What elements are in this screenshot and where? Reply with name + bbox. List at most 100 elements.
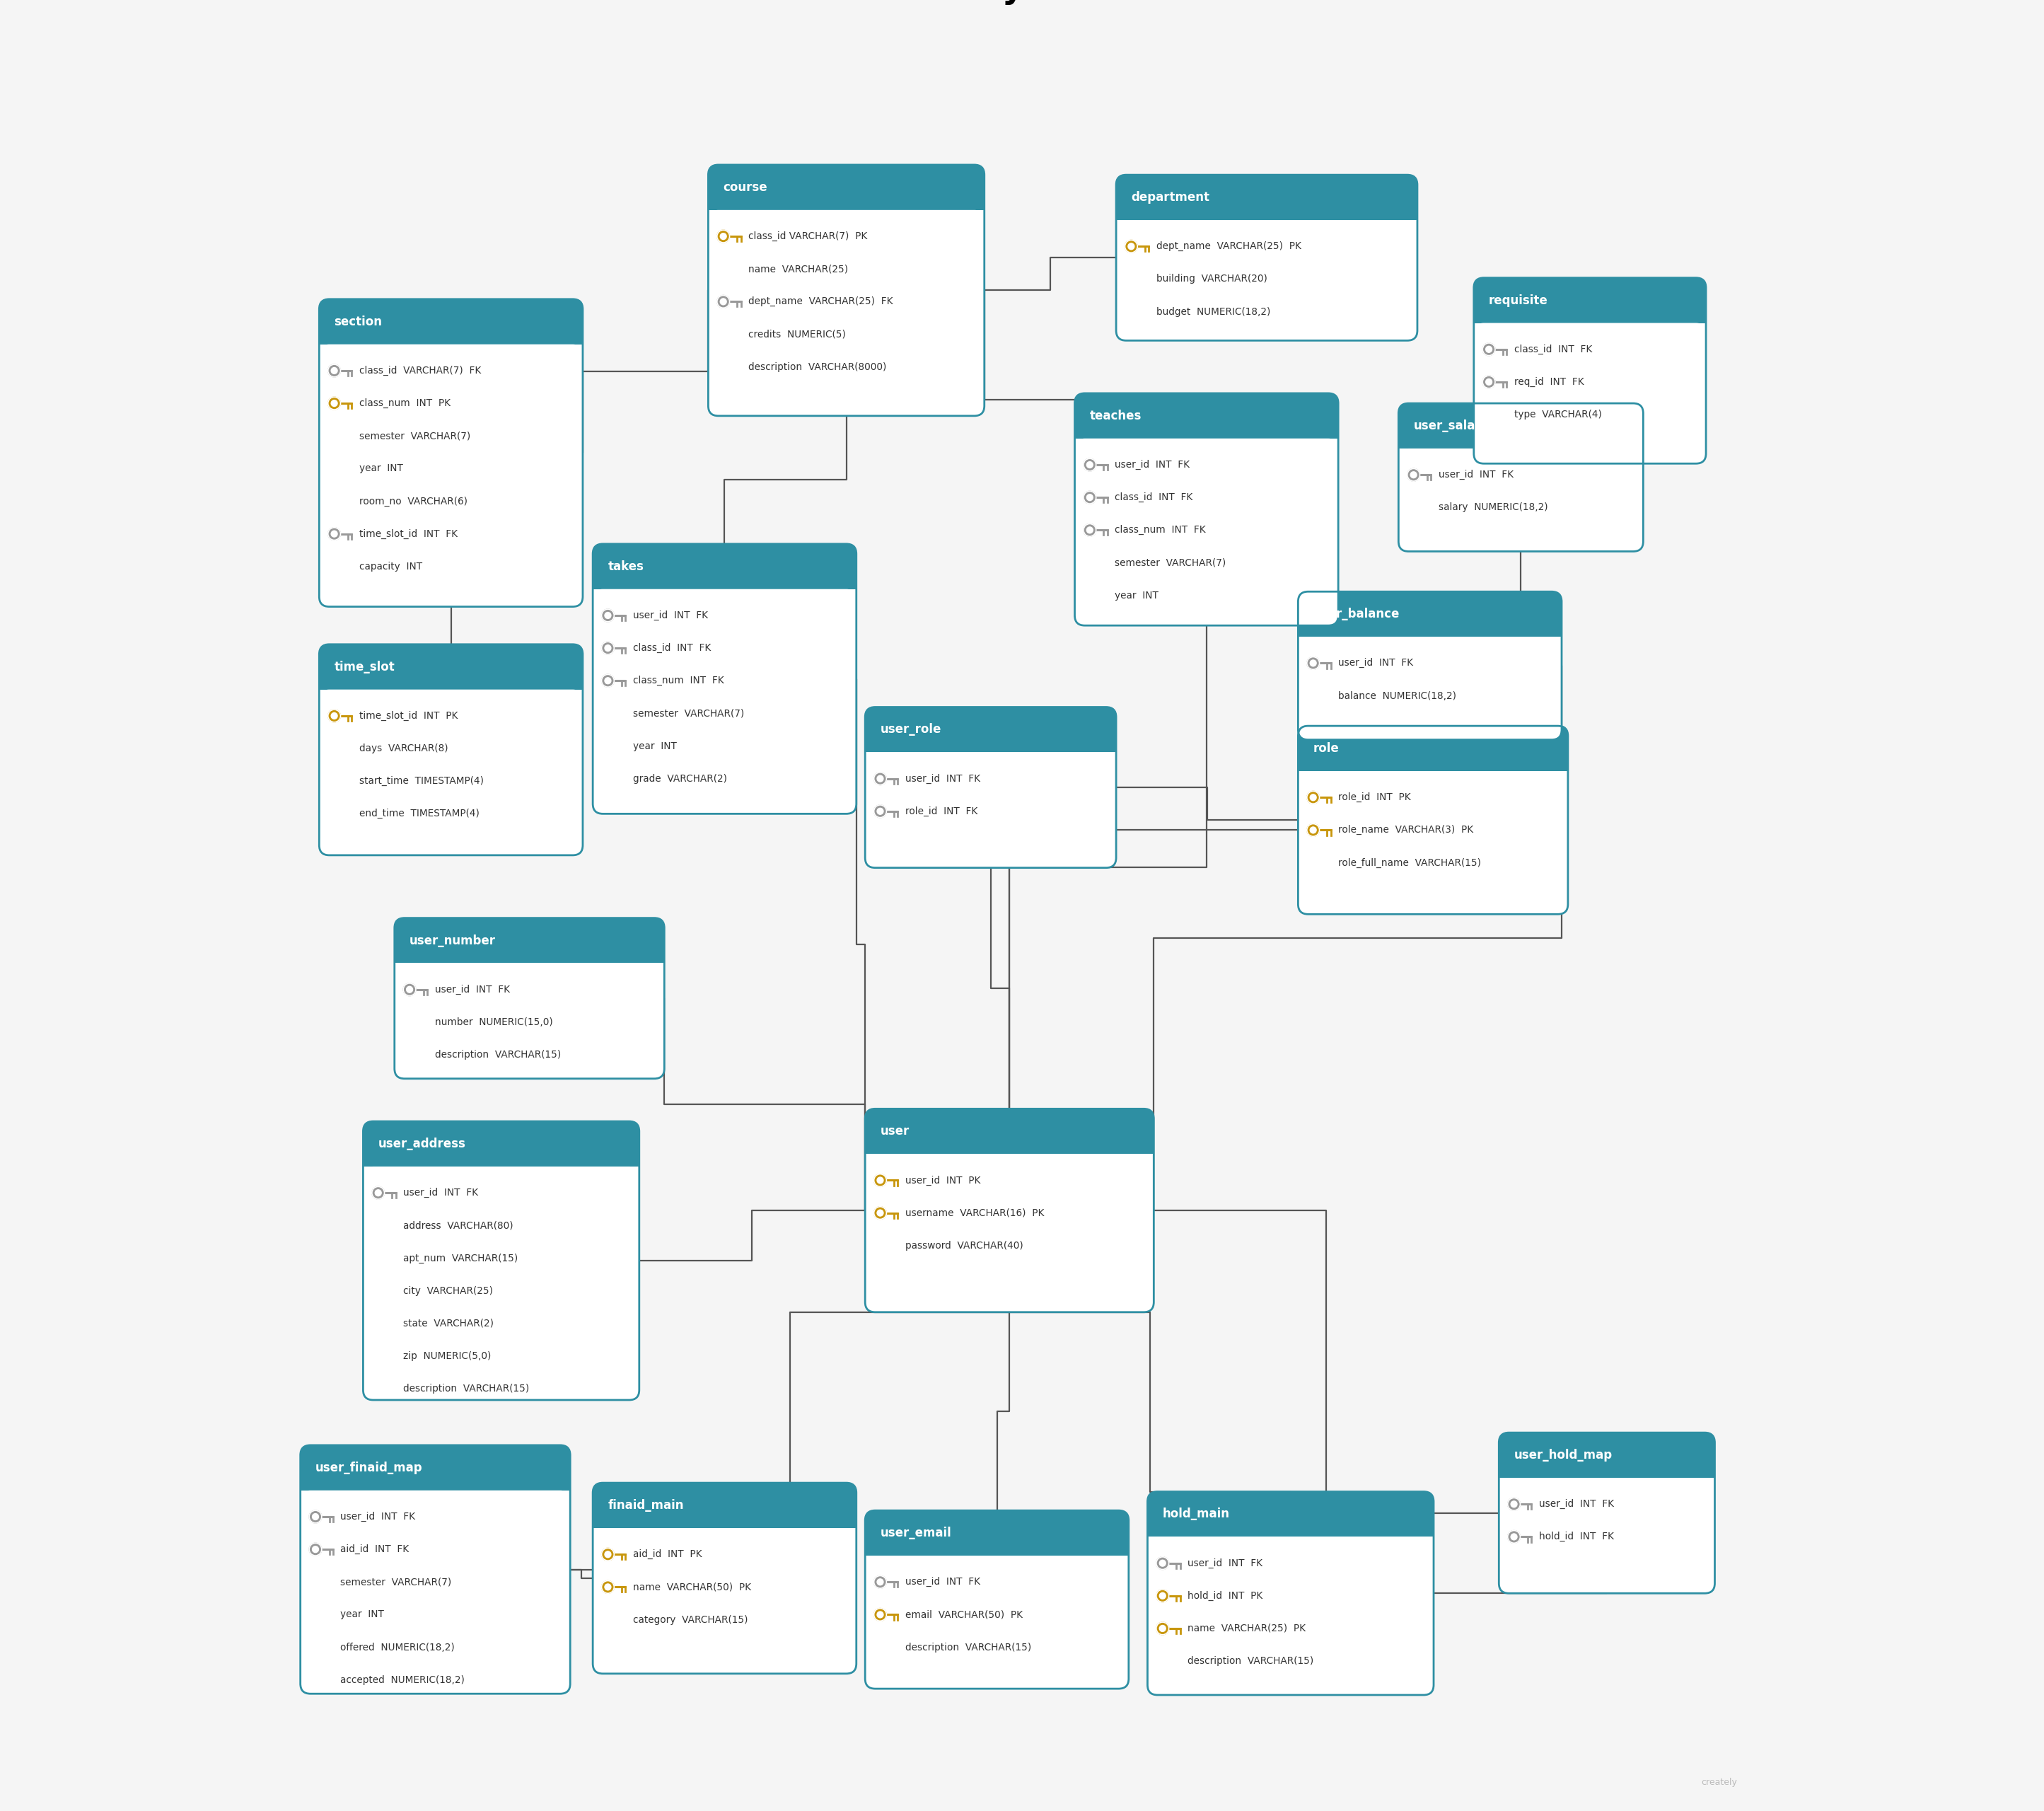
FancyBboxPatch shape [1498,1478,1715,1594]
Circle shape [327,397,341,409]
FancyBboxPatch shape [593,589,856,813]
Bar [865,1556,1128,1570]
Text: semester  VARCHAR(7): semester VARCHAR(7) [634,708,744,719]
FancyBboxPatch shape [394,963,664,1079]
Circle shape [1511,1534,1517,1539]
Bar [364,1166,640,1181]
Text: number  NUMERIC(15,0): number NUMERIC(15,0) [435,1018,552,1027]
Circle shape [875,1174,887,1186]
FancyBboxPatch shape [865,1108,1153,1313]
Circle shape [1310,659,1316,666]
Text: user_id  INT  FK: user_id INT FK [341,1512,415,1521]
Text: semester  VARCHAR(7): semester VARCHAR(7) [1114,558,1226,567]
Text: role_id  INT  PK: role_id INT PK [1339,793,1410,802]
Bar [319,344,583,359]
Circle shape [1406,469,1421,482]
Bar [865,1154,1153,1170]
Text: user_email: user_email [881,1527,950,1539]
Circle shape [601,1548,613,1561]
Text: salary  NUMERIC(18,2): salary NUMERIC(18,2) [1439,502,1547,513]
Bar [593,589,856,605]
Bar [709,210,985,225]
Text: city  VARCHAR(25): city VARCHAR(25) [403,1286,493,1295]
Circle shape [875,1608,887,1621]
FancyBboxPatch shape [1116,219,1416,340]
Text: finaid_main: finaid_main [607,1500,685,1512]
Bar [1298,771,1568,786]
Circle shape [1159,1624,1165,1632]
Text: offered  NUMERIC(18,2): offered NUMERIC(18,2) [341,1643,456,1652]
Circle shape [1087,527,1094,532]
Text: user_finaid_map: user_finaid_map [315,1461,423,1474]
Text: user_id  INT  FK: user_id INT FK [1439,469,1515,480]
Circle shape [1159,1592,1165,1599]
Circle shape [605,612,611,619]
Text: description  VARCHAR(8000): description VARCHAR(8000) [748,362,887,371]
Text: user_id  INT  FK: user_id INT FK [403,1188,478,1197]
Bar [593,1528,856,1543]
Text: email  VARCHAR(50)  PK: email VARCHAR(50) PK [905,1610,1022,1619]
FancyBboxPatch shape [1075,438,1339,625]
Circle shape [1508,1530,1521,1543]
Text: class_id VARCHAR(7)  PK: class_id VARCHAR(7) PK [748,232,867,241]
Circle shape [877,808,883,815]
Text: req_id  INT  FK: req_id INT FK [1515,377,1584,388]
Text: class_id  VARCHAR(7)  FK: class_id VARCHAR(7) FK [360,366,480,375]
Circle shape [1482,375,1494,388]
Text: dept_name  VARCHAR(25)  FK: dept_name VARCHAR(25) FK [748,297,893,306]
Text: University Database: University Database [830,0,1214,5]
FancyBboxPatch shape [865,1154,1153,1313]
Text: time_slot_id  INT  PK: time_slot_id INT PK [360,712,458,721]
Text: class_id  INT  FK: class_id INT FK [1515,344,1592,355]
Circle shape [1306,657,1320,670]
Circle shape [719,234,726,239]
Text: description  VARCHAR(15): description VARCHAR(15) [403,1384,529,1394]
Circle shape [331,368,337,373]
Circle shape [331,400,337,406]
Circle shape [1486,378,1492,386]
FancyBboxPatch shape [1147,1538,1433,1695]
Text: class_num  INT  PK: class_num INT PK [360,398,450,407]
Text: start_time  TIMESTAMP(4): start_time TIMESTAMP(4) [360,777,484,786]
FancyBboxPatch shape [709,165,985,417]
Bar [1075,438,1339,453]
FancyBboxPatch shape [319,299,583,607]
Circle shape [877,775,883,782]
Circle shape [313,1547,319,1552]
Circle shape [605,645,611,652]
Bar [1147,1538,1433,1552]
FancyBboxPatch shape [865,752,1116,867]
Circle shape [1157,1590,1169,1603]
Circle shape [717,230,730,243]
Text: description  VARCHAR(15): description VARCHAR(15) [435,1050,560,1059]
Text: class_num  INT  FK: class_num INT FK [634,676,724,686]
Circle shape [327,527,341,540]
Circle shape [1508,1498,1521,1510]
Bar [1398,449,1643,464]
Circle shape [1157,1557,1169,1570]
Text: aid_id  INT  PK: aid_id INT PK [634,1550,701,1559]
Text: semester  VARCHAR(7): semester VARCHAR(7) [360,431,470,440]
FancyBboxPatch shape [1116,176,1416,340]
FancyBboxPatch shape [319,645,583,855]
Circle shape [403,983,415,996]
Circle shape [877,1210,883,1217]
FancyBboxPatch shape [593,1483,856,1673]
Text: state  VARCHAR(2): state VARCHAR(2) [403,1318,495,1327]
Text: user_id  INT  FK: user_id INT FK [905,773,981,784]
Text: password  VARCHAR(40): password VARCHAR(40) [905,1241,1024,1251]
Text: time_slot_id  INT  FK: time_slot_id INT FK [360,529,458,540]
Text: hold_id  INT  PK: hold_id INT PK [1188,1590,1263,1601]
Text: class_id  INT  FK: class_id INT FK [1114,493,1194,502]
Circle shape [327,364,341,377]
Circle shape [605,677,611,685]
Circle shape [877,1579,883,1585]
Circle shape [605,1585,611,1590]
Circle shape [875,1576,887,1588]
Circle shape [1482,342,1494,355]
FancyBboxPatch shape [1298,592,1562,739]
Text: capacity  INT: capacity INT [360,561,423,572]
Circle shape [313,1514,319,1519]
Circle shape [605,1552,611,1557]
Circle shape [1410,471,1416,478]
